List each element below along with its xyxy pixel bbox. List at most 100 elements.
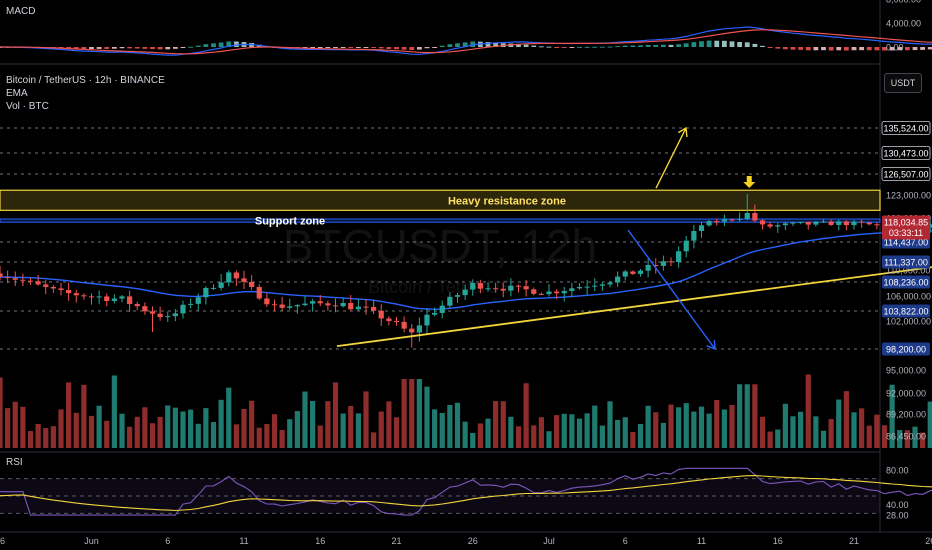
- candle-body: [88, 296, 95, 298]
- candle-body: [493, 288, 499, 290]
- time-tick-label: 16: [773, 536, 783, 546]
- volume-bar: [599, 425, 605, 448]
- volume-bar: [195, 423, 201, 448]
- macd-histogram-bar: [378, 47, 384, 49]
- candle-body: [820, 221, 827, 223]
- macd-histogram-bar: [386, 47, 392, 49]
- candle-body: [348, 303, 354, 310]
- candle-body: [363, 306, 369, 308]
- macd-histogram-bar: [157, 47, 163, 50]
- candle-body: [12, 278, 18, 280]
- volume-bar: [348, 405, 354, 448]
- candle-body: [584, 286, 590, 288]
- macd-histogram-bar: [752, 43, 758, 47]
- macd-histogram-bar: [660, 44, 666, 47]
- volume-bar: [569, 414, 575, 448]
- candle-body: [371, 306, 377, 311]
- volume-bar: [904, 430, 910, 448]
- bullish-projection-arrow-head: [677, 126, 688, 138]
- candle-body: [508, 285, 514, 291]
- volume-bar: [828, 419, 834, 448]
- candle-body: [706, 221, 712, 226]
- volume-bar: [576, 418, 583, 448]
- volume-bar: [714, 399, 720, 448]
- macd-histogram-bar: [432, 47, 438, 48]
- candle-body: [416, 325, 422, 333]
- candles: [0, 193, 932, 348]
- level-badge-label: 114,437.00: [884, 237, 928, 247]
- volume-bar: [866, 425, 872, 448]
- candle-body: [477, 282, 483, 289]
- zones: Heavy resistance zone Support zone: [0, 189, 881, 228]
- volume-bar: [508, 416, 514, 448]
- level-badge-bg: [881, 121, 931, 135]
- candle-body: [134, 304, 140, 307]
- candle-body: [210, 287, 217, 289]
- level-badge-bg: [881, 146, 931, 160]
- candle-body: [226, 272, 232, 283]
- price-tick-label: 95,000.00: [886, 366, 926, 376]
- volume-bar: [180, 411, 186, 448]
- candle-body: [325, 303, 331, 306]
- macd-histogram-bar: [409, 47, 415, 51]
- candle-body: [43, 284, 49, 287]
- candle-body: [157, 313, 163, 318]
- macd-histogram-bar: [348, 47, 354, 48]
- volume-bar: [637, 423, 644, 448]
- candle-body: [264, 298, 270, 305]
- volume-bar: [104, 420, 110, 448]
- macd-histogram-bar: [859, 47, 865, 51]
- macd-histogram-bar: [310, 47, 316, 49]
- volume-bar: [592, 405, 598, 448]
- macd-histogram-bar: [645, 44, 651, 47]
- candle-body: [432, 312, 438, 315]
- volume-bar: [706, 413, 712, 448]
- time-tick-label: 26: [0, 536, 5, 546]
- macd-histogram-bar: [851, 47, 857, 51]
- candle-body: [828, 221, 834, 225]
- macd-histogram-bar: [782, 47, 788, 50]
- candle-body: [531, 289, 537, 294]
- candle-body: [592, 285, 598, 287]
- macd-histogram-bar: [172, 47, 178, 49]
- time-tick-label: Jul: [543, 536, 555, 546]
- volume-bar: [233, 424, 239, 448]
- macd-histogram-bar: [760, 45, 765, 47]
- time-axis: 26Jun611162126Jul611162126Aug611162126Se…: [0, 536, 932, 546]
- bullish-projection-arrow-shaft: [655, 127, 687, 189]
- candle-body: [279, 304, 285, 308]
- volume-bar: [96, 405, 102, 448]
- candle-body: [599, 284, 605, 286]
- macd-histogram-bar: [615, 46, 621, 48]
- macd-histogram-bar: [775, 47, 781, 49]
- macd-histogram-bar: [134, 47, 140, 49]
- volume-bar: [157, 416, 163, 448]
- currency-button[interactable]: USDT: [884, 73, 922, 93]
- time-tick-label: Jun: [84, 536, 99, 546]
- volume-bar: [332, 382, 339, 448]
- candle-body: [515, 285, 522, 287]
- level-badge-bg: [882, 255, 930, 269]
- volume-bar: [58, 409, 64, 448]
- countdown-label: 03:33:11: [889, 228, 923, 238]
- volume-bar: [622, 417, 628, 448]
- volume-bar: [127, 426, 133, 448]
- volume-bar: [676, 407, 682, 448]
- volume-bar: [561, 413, 567, 448]
- rsi-label: RSI: [6, 457, 23, 468]
- candle-body: [737, 218, 743, 220]
- macd-histogram-bar: [882, 47, 887, 51]
- candle-body: [554, 291, 560, 294]
- candle-body: [805, 221, 811, 225]
- volume-bar: [340, 413, 346, 448]
- watermark-name: Bitcoin / TetherUS: [368, 277, 512, 297]
- macd-histogram-bar: [233, 41, 239, 47]
- macd-histogram-bar: [203, 44, 209, 47]
- macd-label: MACD: [6, 6, 36, 17]
- candle-body: [782, 223, 788, 226]
- volume-bar: [927, 401, 932, 448]
- candle-body: [714, 221, 720, 223]
- macd-histogram-bar: [111, 47, 117, 49]
- candle-body: [691, 231, 697, 241]
